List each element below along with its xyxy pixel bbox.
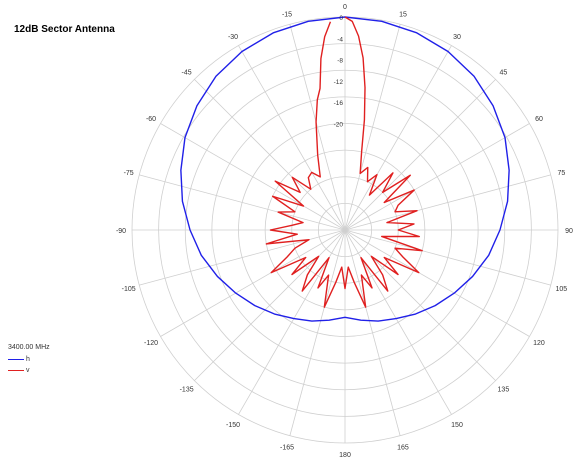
grid-spoke: [344, 174, 551, 231]
angle-tick-label: 180: [339, 452, 351, 459]
angle-tick-label: -60: [146, 116, 156, 123]
angle-tick-label: -30: [228, 34, 238, 41]
angle-tick-label: -105: [122, 286, 136, 293]
radial-tick-label: -20: [334, 122, 344, 129]
grid-spoke: [289, 24, 346, 231]
angle-tick-label: -90: [116, 228, 126, 235]
legend-label-v: v: [26, 367, 30, 374]
series-v-line: [265, 16, 423, 308]
grid-spoke: [194, 229, 346, 381]
angle-tick-label: 165: [397, 444, 409, 451]
angle-tick-label: 135: [498, 386, 510, 393]
angle-tick-label: 60: [535, 116, 543, 123]
radial-tick-label: 0: [339, 15, 343, 22]
radial-tick-label: -12: [334, 79, 344, 86]
legend-label-h: h: [26, 356, 30, 363]
grid-spoke: [344, 229, 496, 381]
grid-spoke: [160, 229, 346, 337]
grid-spoke: [344, 229, 401, 436]
grid-spoke: [344, 45, 452, 231]
grid-spoke: [344, 123, 530, 231]
grid-spoke: [139, 174, 346, 231]
angle-tick-label: 30: [453, 34, 461, 41]
radial-tick-label: -8: [337, 58, 343, 65]
angle-tick-label: 150: [451, 422, 463, 429]
grid-spoke: [289, 229, 346, 436]
angle-tick-label: 90: [565, 228, 573, 235]
angle-tick-label: -135: [180, 386, 194, 393]
angle-tick-label: -45: [182, 70, 192, 77]
grid-spoke: [344, 229, 551, 286]
angle-tick-label: -165: [280, 444, 294, 451]
angle-tick-label: 75: [557, 170, 565, 177]
grid-spoke: [344, 229, 530, 337]
legend-swatch-h: [8, 359, 24, 360]
grid-spoke: [139, 229, 346, 286]
grid-spoke: [194, 79, 346, 231]
angle-tick-label: -75: [124, 170, 134, 177]
angle-tick-label: -120: [144, 340, 158, 347]
radial-tick-label: -16: [334, 100, 344, 107]
angle-tick-label: 45: [499, 70, 507, 77]
grid-spoke: [238, 45, 346, 231]
radial-tick-label: -4: [337, 36, 343, 43]
legend-heading: 3400.00 MHz: [8, 344, 50, 351]
grid-spoke: [344, 79, 496, 231]
angle-tick-label: 0: [343, 4, 347, 11]
legend: 3400.00 MHz h v: [8, 344, 50, 376]
legend-entry-h: h: [8, 354, 50, 365]
grid-spoke: [160, 123, 346, 231]
angle-tick-label: 120: [533, 340, 545, 347]
angle-tick-label: -150: [226, 422, 240, 429]
chart-title: 12dB Sector Antenna: [14, 24, 115, 35]
angle-tick-label: 15: [399, 12, 407, 19]
series-h-line: [180, 16, 510, 322]
angle-tick-label: 105: [556, 286, 568, 293]
legend-entry-v: v: [8, 365, 50, 376]
legend-swatch-v: [8, 370, 24, 371]
grid-spoke: [344, 24, 401, 231]
angle-tick-label: -15: [282, 12, 292, 19]
